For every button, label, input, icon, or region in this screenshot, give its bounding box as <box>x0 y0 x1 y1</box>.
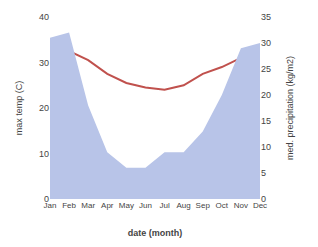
svg-text:Dec: Dec <box>253 201 267 210</box>
svg-text:Oct: Oct <box>216 201 229 210</box>
svg-text:10: 10 <box>39 149 49 159</box>
svg-text:20: 20 <box>261 90 271 100</box>
svg-text:date (month): date (month) <box>128 228 183 238</box>
svg-text:Jun: Jun <box>139 201 152 210</box>
svg-text:5: 5 <box>261 168 266 178</box>
svg-text:35: 35 <box>261 12 271 22</box>
svg-text:20: 20 <box>39 103 49 113</box>
svg-text:Jul: Jul <box>159 201 169 210</box>
svg-text:0: 0 <box>44 194 49 204</box>
svg-text:40: 40 <box>39 12 49 22</box>
svg-text:0: 0 <box>261 194 266 204</box>
svg-text:med. precipitation (kg/m2): med. precipitation (kg/m2) <box>285 56 295 160</box>
svg-text:Feb: Feb <box>62 201 76 210</box>
svg-text:15: 15 <box>261 116 271 126</box>
svg-text:Apr: Apr <box>101 201 114 210</box>
svg-text:Jan: Jan <box>44 201 57 210</box>
svg-text:25: 25 <box>261 64 271 74</box>
svg-text:Sep: Sep <box>196 201 211 210</box>
svg-text:Nov: Nov <box>234 201 248 210</box>
svg-text:30: 30 <box>261 38 271 48</box>
svg-text:30: 30 <box>39 58 49 68</box>
svg-text:May: May <box>119 201 134 210</box>
svg-text:10: 10 <box>261 142 271 152</box>
svg-text:Aug: Aug <box>177 201 191 210</box>
svg-text:max temp (C): max temp (C) <box>14 81 24 136</box>
svg-text:Mar: Mar <box>81 201 95 210</box>
